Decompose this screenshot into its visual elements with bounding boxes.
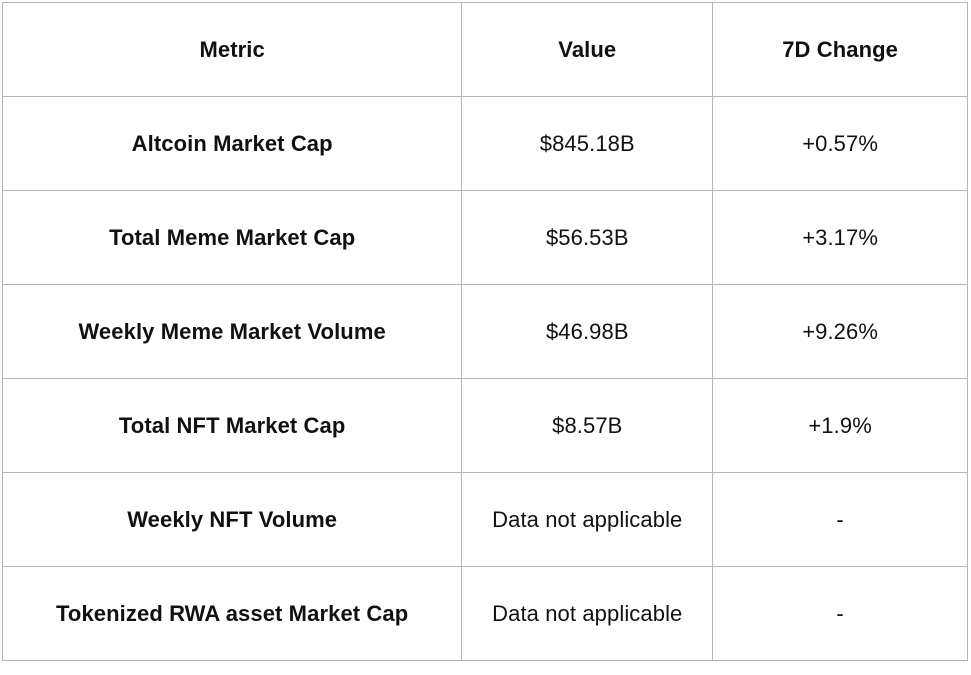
metric-value-cell: $8.57B (461, 378, 714, 473)
metric-name-cell: Total NFT Market Cap (1, 378, 463, 473)
metric-value-cell: $56.53B (461, 190, 714, 285)
table-row: Altcoin Market Cap $845.18B +0.57% (1, 96, 968, 191)
table-row: Weekly NFT Volume Data not applicable - (1, 472, 968, 567)
header-row: Metric Value 7D Change (1, 2, 968, 97)
table-body: Altcoin Market Cap $845.18B +0.57% Total… (1, 96, 968, 661)
metric-name-cell: Total Meme Market Cap (1, 190, 463, 285)
metric-value-cell: Data not applicable (461, 472, 714, 567)
table-row: Weekly Meme Market Volume $46.98B +9.26% (1, 284, 968, 379)
table-row: Total NFT Market Cap $8.57B +1.9% (1, 378, 968, 473)
metric-name-cell: Altcoin Market Cap (1, 96, 463, 191)
metric-change-cell: +9.26% (712, 284, 968, 379)
column-header-metric: Metric (1, 2, 463, 97)
metric-change-cell: +3.17% (712, 190, 968, 285)
table-header: Metric Value 7D Change (1, 2, 968, 97)
metric-change-cell: +0.57% (712, 96, 968, 191)
crypto-metrics-table: Metric Value 7D Change Altcoin Market Ca… (1, 2, 968, 661)
metric-change-cell: - (712, 566, 968, 661)
metric-value-cell: $46.98B (461, 284, 714, 379)
metric-value-cell: Data not applicable (461, 566, 714, 661)
metric-change-cell: +1.9% (712, 378, 968, 473)
column-header-value: Value (461, 2, 714, 97)
metric-name-cell: Tokenized RWA asset Market Cap (1, 566, 463, 661)
table-row: Total Meme Market Cap $56.53B +3.17% (1, 190, 968, 285)
metric-name-cell: Weekly NFT Volume (1, 472, 463, 567)
column-header-7d-change: 7D Change (712, 2, 968, 97)
table-row: Tokenized RWA asset Market Cap Data not … (1, 566, 968, 661)
metric-value-cell: $845.18B (461, 96, 714, 191)
metric-change-cell: - (712, 472, 968, 567)
metric-name-cell: Weekly Meme Market Volume (1, 284, 463, 379)
